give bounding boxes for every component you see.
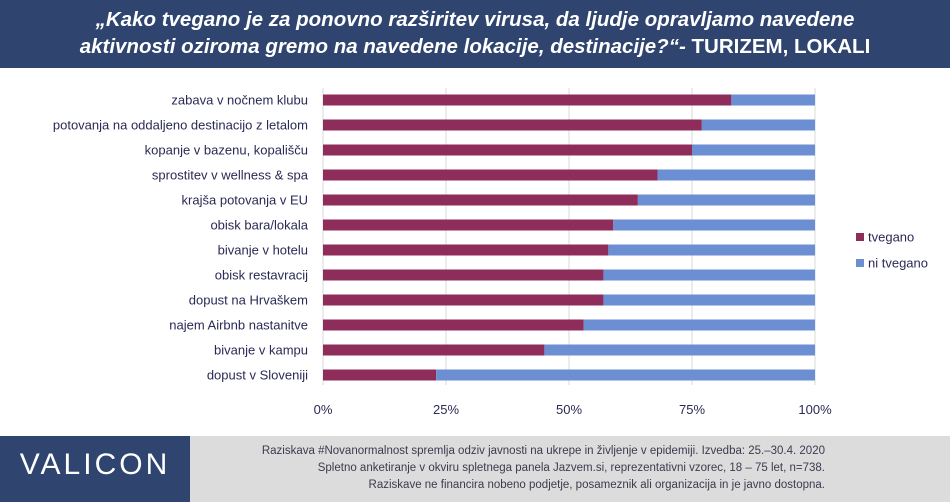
bar-ni-tvegano-10 <box>544 344 815 356</box>
category-label: zabava v nočnem klubu <box>171 93 308 108</box>
bar-tvegano-8 <box>323 294 604 306</box>
bar-tvegano-5 <box>323 219 614 231</box>
bar-ni-tvegano-5 <box>613 219 815 231</box>
bar-tvegano-1 <box>323 119 702 131</box>
bar-ni-tvegano-0 <box>731 94 815 106</box>
bar-tvegano-0 <box>323 94 732 106</box>
footnote-line-2: Spletno anketiranje v okviru spletnega p… <box>317 462 825 474</box>
legend-swatch-1 <box>856 259 864 267</box>
category-label: bivanje v kampu <box>214 343 308 358</box>
bar-ni-tvegano-6 <box>608 244 815 256</box>
legend-swatch-0 <box>856 233 864 241</box>
x-tick-label: 75% <box>679 402 705 417</box>
category-label: krajša potovanja v EU <box>182 193 308 208</box>
footnote-line-1: Raziskava #Novanormalnost spremlja odziv… <box>261 445 825 457</box>
chart-title-line-2-main: aktivnosti oziroma gremo na navedene lok… <box>79 35 686 58</box>
category-label: najem Airbnb nastanitve <box>169 318 308 333</box>
category-label: kopanje v bazenu, kopališču <box>145 143 308 158</box>
stacked-bar-chart: zabava v nočnem klubu potovanja na oddalj… <box>53 88 928 417</box>
bar-tvegano-6 <box>323 244 609 256</box>
bar-ni-tvegano-9 <box>583 319 815 331</box>
bar-tvegano-3 <box>323 169 658 181</box>
x-tick-label: 50% <box>556 402 582 417</box>
footnote-panel: Raziskava #Novanormalnost spremlja odziv… <box>190 436 950 502</box>
category-label: obisk restavracij <box>215 268 308 283</box>
chart-title-line-2: aktivnosti oziroma gremo na navedene lok… <box>20 33 930 60</box>
logo-panel: VALICON <box>0 436 190 502</box>
bar-ni-tvegano-8 <box>603 294 815 306</box>
category-label: sprostitev v wellness & spa <box>152 168 309 183</box>
bar-tvegano-4 <box>323 194 638 206</box>
chart-title-topic: TURIZEM, LOKALI <box>685 35 871 58</box>
category-label: dopust v Sloveniji <box>207 368 308 383</box>
legend-label: ni tvegano <box>868 256 928 271</box>
bar-ni-tvegano-2 <box>692 144 815 156</box>
legend-label: tvegano <box>868 230 914 245</box>
bar-ni-tvegano-11 <box>436 369 815 381</box>
bar-tvegano-7 <box>323 269 604 281</box>
category-label: potovanja na oddaljeno destinacijo z let… <box>53 118 308 133</box>
category-label: dopust na Hrvaškem <box>189 293 308 308</box>
bar-ni-tvegano-1 <box>701 119 815 131</box>
bar-ni-tvegano-7 <box>603 269 815 281</box>
footnote-line-3: Raziskave ne financira nobeno podjetje, … <box>368 479 825 491</box>
valicon-logo: VALICON <box>19 448 171 481</box>
bar-tvegano-2 <box>323 144 692 156</box>
bar-ni-tvegano-4 <box>637 194 815 206</box>
category-label: bivanje v hotelu <box>218 243 308 258</box>
bar-tvegano-11 <box>323 369 437 381</box>
chart-title-line-1: „Kako tvegano je za ponovno razširitev v… <box>95 8 855 31</box>
bar-tvegano-9 <box>323 319 584 331</box>
bar-ni-tvegano-3 <box>657 169 815 181</box>
x-tick-label: 100% <box>798 402 832 417</box>
x-tick-label: 0% <box>314 402 333 417</box>
bar-tvegano-10 <box>323 344 545 356</box>
header-banner: „Kako tvegano je za ponovno razširitev v… <box>0 0 950 68</box>
category-label: obisk bara/lokala <box>210 218 308 233</box>
x-tick-label: 25% <box>433 402 459 417</box>
